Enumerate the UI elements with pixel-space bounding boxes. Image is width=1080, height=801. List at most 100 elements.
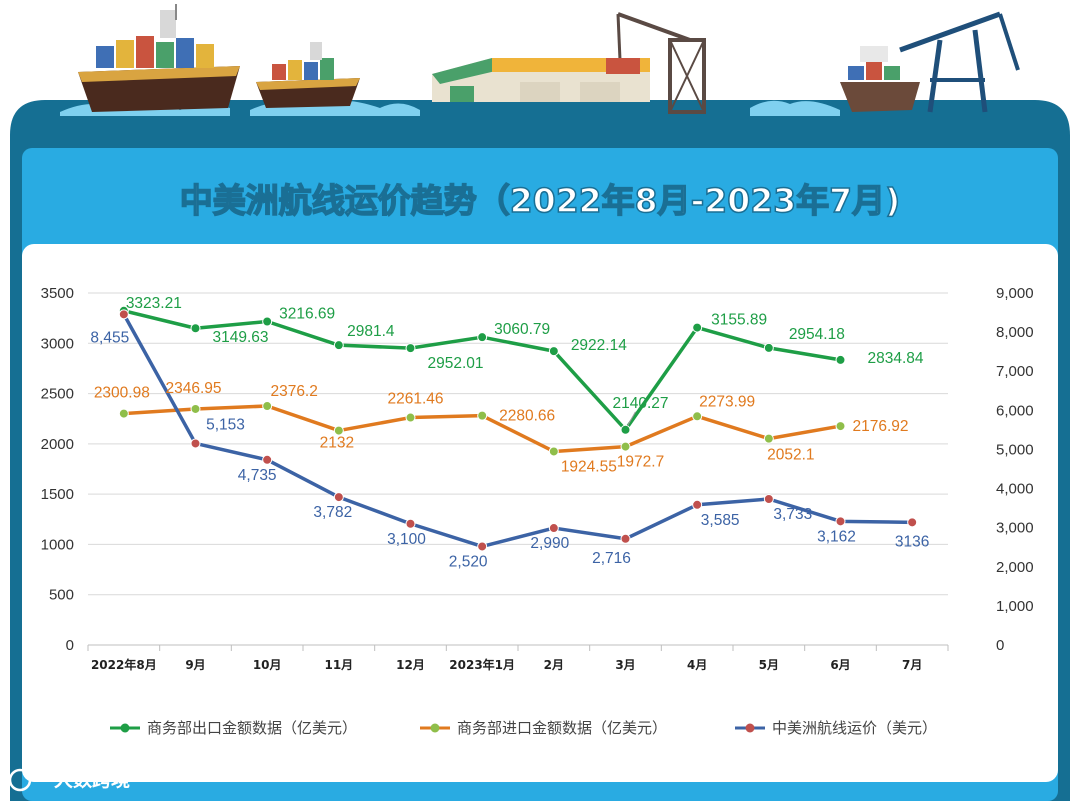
export-legend-label: 商务部出口金额数据（亿美元）	[147, 719, 357, 737]
y-left-tick-label: 0	[66, 637, 74, 654]
container-ship-illustration	[840, 46, 920, 112]
import-data-label: 2273.99	[699, 393, 755, 410]
freight-data-label: 2,990	[530, 535, 569, 552]
watermark: 大数跨境	[8, 765, 130, 792]
import-data-label: 2052.1	[767, 447, 814, 464]
small-ship-illustration	[256, 42, 360, 108]
watermark-logo-icon	[8, 768, 32, 792]
export-data-point	[835, 354, 846, 365]
y-left-tick-label: 2500	[41, 386, 74, 403]
x-tick-label: 9月	[185, 658, 205, 672]
freight-data-label: 3,782	[313, 504, 352, 521]
x-tick-label: 2月	[544, 658, 564, 672]
y-right-tick-label: 5,000	[996, 441, 1034, 458]
import-data-point	[262, 401, 273, 412]
freight-data-point	[405, 518, 416, 529]
import-data-label: 2280.66	[499, 408, 555, 425]
series-lines	[118, 305, 918, 552]
export-data-point	[692, 322, 703, 333]
x-tick-label: 12月	[396, 658, 425, 672]
import-data-point	[118, 408, 129, 419]
y-left-tick-label: 1500	[41, 486, 74, 503]
freight-data-point	[763, 493, 774, 504]
import-data-point	[405, 412, 416, 423]
export-data-label: 3155.89	[711, 312, 767, 329]
watermark-dot-icon	[35, 765, 49, 779]
freight-data-point	[620, 533, 631, 544]
freight-data-point	[190, 438, 201, 449]
import-data-point	[548, 446, 559, 457]
legend: 商务部出口金额数据（亿美元） 商务部进口金额数据（亿美元） 中美洲航线运价（美元）	[110, 719, 937, 737]
watermark-text: 大数跨境	[54, 768, 130, 791]
freight-data-point	[548, 523, 559, 534]
import-data-point	[763, 433, 774, 444]
x-tick-label: 4月	[687, 658, 707, 672]
import-data-point	[477, 410, 488, 421]
import-legend-label: 商务部进口金额数据（亿美元）	[457, 719, 667, 737]
x-tick-label: 5月	[759, 658, 779, 672]
x-tick-label: 3月	[615, 658, 635, 672]
import-data-point	[333, 425, 344, 436]
cargo-ship-illustration	[78, 4, 240, 112]
import-data-label: 2132	[320, 435, 354, 452]
import-data-label: 2300.98	[94, 385, 150, 402]
export-legend-marker	[120, 723, 130, 733]
freight-data-label: 2,520	[449, 553, 488, 570]
y-right-tick-label: 1,000	[996, 598, 1034, 615]
x-tick-label: 11月	[324, 658, 353, 672]
x-tick-label: 7月	[902, 658, 922, 672]
freight-data-label: 5,153	[206, 416, 245, 433]
export-data-point	[262, 316, 273, 327]
y-left-tick-label: 1000	[41, 536, 74, 553]
freight-data-point	[907, 517, 918, 528]
label-leader-line	[627, 411, 636, 426]
y-left-tick-label: 2000	[41, 436, 74, 453]
y-right-tick-label: 3,000	[996, 520, 1034, 537]
freight-data-point	[333, 492, 344, 503]
gantry-crane-illustration	[899, 11, 1020, 113]
freight-legend-label: 中美洲航线运价（美元）	[772, 719, 937, 737]
import-data-point	[190, 403, 201, 414]
y-right-tick-label: 0	[996, 637, 1004, 654]
import-data-point	[620, 441, 631, 452]
freight-data-label: 3,100	[387, 531, 426, 548]
freight-data-point	[835, 516, 846, 527]
freight-data-point	[118, 309, 129, 320]
freight-data-label: 3,585	[701, 512, 740, 529]
freight-data-label: 3136	[895, 533, 929, 550]
freight-data-point	[692, 499, 703, 510]
y-right-tick-label: 7,000	[996, 363, 1034, 380]
x-tick-label: 2022年8月	[91, 657, 157, 672]
export-data-label: 2922.14	[571, 337, 627, 354]
freight-data-point	[477, 541, 488, 552]
export-data-label: 2981.4	[347, 323, 395, 340]
export-data-point	[405, 343, 416, 354]
data-labels: 3323.21 3149.63 3216.69 2981.4 2952.01 3060.7…	[90, 295, 929, 571]
freight-data-label: 8,455	[90, 329, 129, 346]
import-data-label: 1924.55	[561, 458, 617, 475]
chart-area	[22, 244, 1058, 782]
export-data-label: 2954.18	[789, 326, 845, 343]
chart-title: 中美洲航线运价趋势（2022年8月-2023年7月)	[180, 181, 900, 220]
y-left-tick-label: 3000	[41, 335, 74, 352]
import-data-label: 2346.95	[165, 380, 221, 397]
export-data-label: 3323.21	[126, 295, 182, 312]
freight-legend-marker	[745, 723, 755, 733]
export-data-point	[620, 424, 631, 435]
freight-data-label: 3,733	[773, 506, 812, 523]
import-data-label: 2376.2	[270, 383, 317, 400]
y-right-tick-label: 8,000	[996, 324, 1034, 341]
import-data-point	[835, 421, 846, 432]
freight-data-label: 4,735	[238, 467, 277, 484]
x-tick-label: 6月	[830, 658, 850, 672]
y-right-tick-label: 4,000	[996, 481, 1034, 498]
import-data-label: 1972.7	[617, 454, 664, 471]
import-data-point	[692, 411, 703, 422]
y-right-tick-label: 6,000	[996, 402, 1034, 419]
freight-data-point	[262, 454, 273, 465]
freight-series-line	[122, 313, 913, 549]
export-data-point	[333, 340, 344, 351]
x-tick-label: 10月	[253, 658, 282, 672]
y-right-tick-label: 9,000	[996, 285, 1034, 302]
axes: 0 500 1000 1500 2000 2500 3000 3500 0 1,000 2,000 3…	[41, 285, 1034, 672]
